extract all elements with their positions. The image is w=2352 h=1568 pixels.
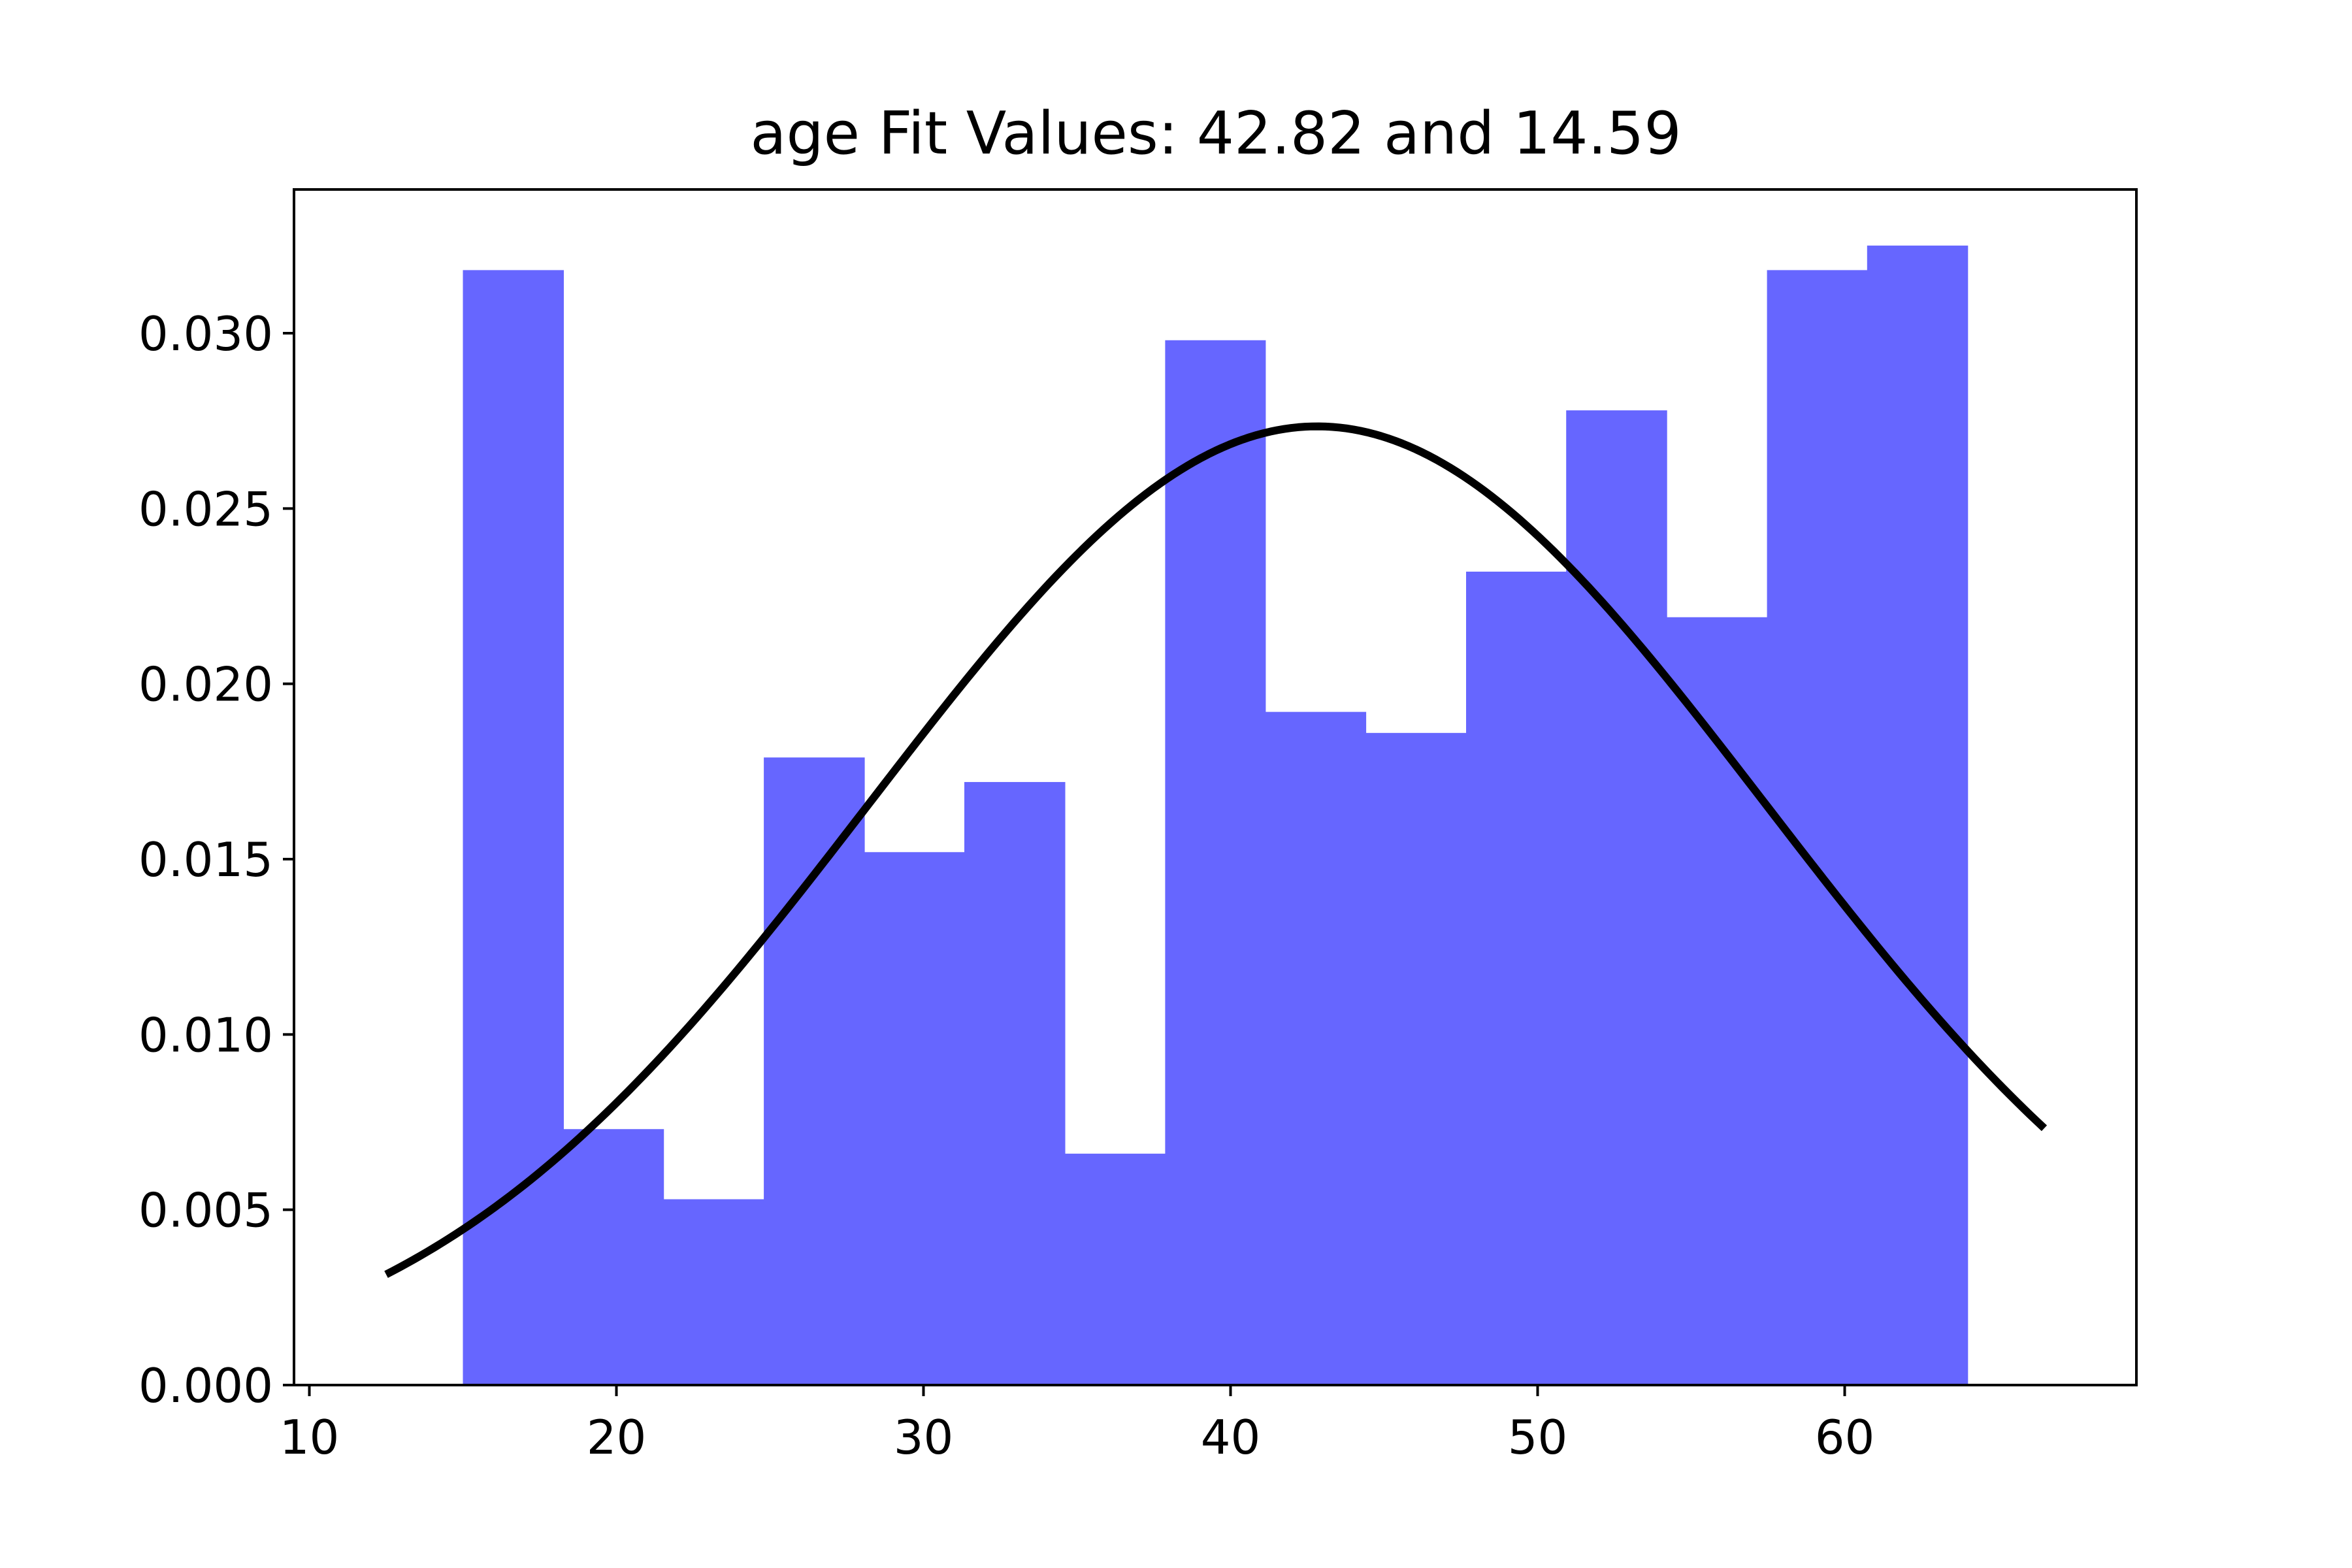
x-tick-label: 30 (894, 1410, 954, 1465)
x-tick-label: 60 (1815, 1410, 1875, 1465)
plot-frame (293, 188, 2138, 1386)
histogram-bar (1465, 571, 1567, 1385)
histogram-bars (463, 245, 1968, 1385)
x-tick-label: 10 (280, 1410, 340, 1465)
histogram-bar (563, 1129, 664, 1385)
y-tick-label: 0.005 (139, 1183, 273, 1238)
y-tick-label: 0.020 (139, 657, 273, 712)
histogram-bar (663, 1199, 764, 1385)
histogram-bar (864, 852, 965, 1385)
histogram-bar (1867, 245, 1968, 1385)
histogram-bar (964, 781, 1066, 1385)
histogram-bar (1165, 340, 1266, 1385)
histogram-bar (1566, 410, 1667, 1385)
x-tick-label: 40 (1201, 1410, 1261, 1465)
x-tick-label: 50 (1508, 1410, 1568, 1465)
y-tick-label: 0.000 (139, 1358, 273, 1413)
y-tick-label: 0.030 (139, 306, 273, 361)
y-axis: 0.000 0.005 0.010 0.015 0.020 0.025 0.030 (139, 306, 294, 1413)
histogram-bar (1666, 617, 1768, 1385)
histogram-bar (463, 270, 564, 1385)
histogram-bar (1064, 1153, 1166, 1385)
x-axis: 10 20 30 40 50 60 (280, 1385, 1875, 1465)
histogram-bar (764, 757, 865, 1385)
histogram-bar (1365, 732, 1467, 1385)
histogram-bar (1265, 711, 1367, 1385)
chart-title: age Fit Values: 42.82 and 14.59 (750, 99, 1681, 168)
y-tick-label: 0.015 (139, 832, 273, 887)
y-tick-label: 0.010 (139, 1007, 273, 1062)
y-tick-label: 0.025 (139, 482, 273, 536)
fit-curve (384, 422, 2048, 1278)
x-tick-label: 20 (587, 1410, 647, 1465)
